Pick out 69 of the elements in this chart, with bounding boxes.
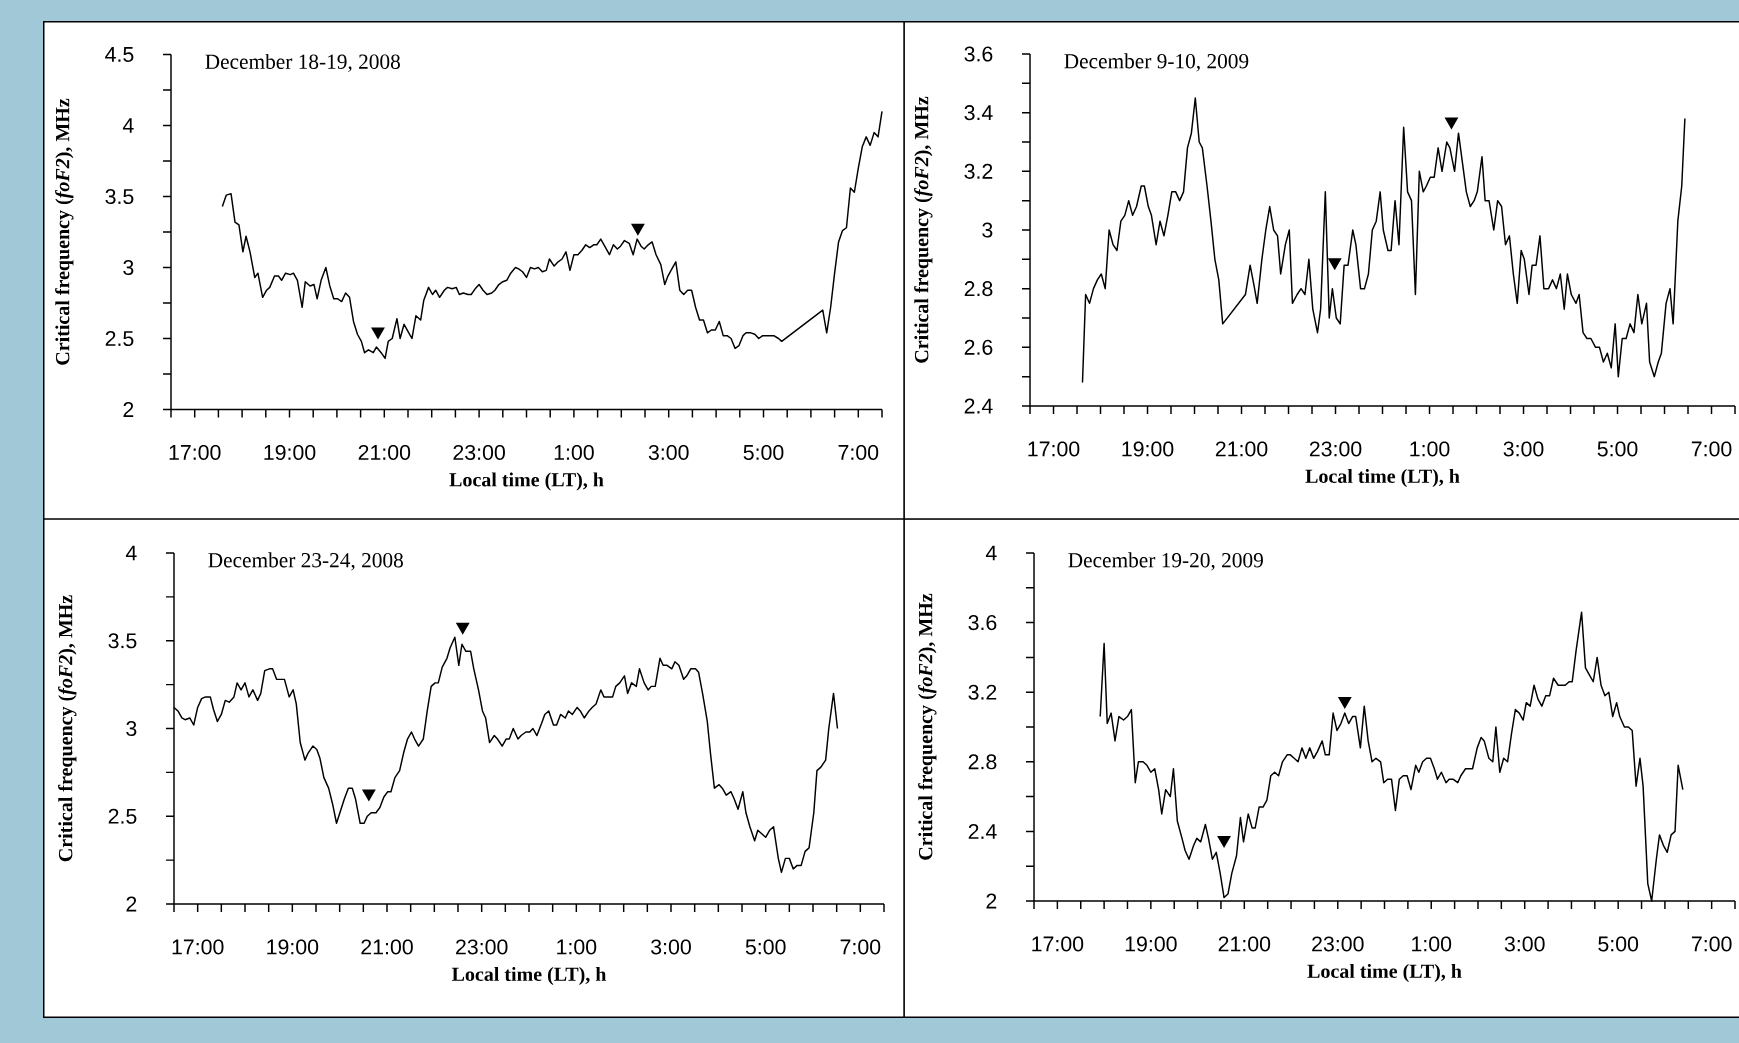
x-tick-label: 3:00 [1503,441,1544,457]
chart-title: December 23-24, 2008 [208,552,403,571]
x-tick-label: 19:00 [1122,441,1174,457]
x-tick-label: 1:00 [557,939,597,955]
x-tick-label: 21:00 [358,444,411,460]
y-tick-label: 3 [126,720,137,737]
y-tick-label: 4 [985,545,997,561]
x-axis-title: Local time (LT), h [1305,468,1460,488]
y-tick-label: 2.8 [964,281,993,297]
x-tick-label: 7:00 [840,939,881,955]
x-tick-label: 3:00 [648,444,689,460]
y-tick-label: 2.4 [964,398,993,414]
y-tick-label: 3 [982,222,993,238]
y-tick-label: 2.5 [105,330,134,347]
y-tick-label: 3.2 [968,684,997,700]
x-tick-label: 23:00 [1309,441,1362,457]
chart-title: December 19-20, 2009 [1068,552,1263,571]
y-tick-label: 2.6 [964,339,993,355]
y-tick-label: 3.2 [964,163,993,179]
line-series [1081,97,1686,384]
x-tick-label: 5:00 [1598,936,1639,952]
x-tick-label: 17:00 [1028,441,1080,457]
x-tick-label: 5:00 [745,939,786,955]
x-tick-label: 17:00 [1032,936,1084,952]
y-tick-label: 3.6 [968,615,997,631]
y-tick-label: 2 [126,896,137,912]
x-axis-title: Local time (LT), h [449,472,604,491]
x-tick-label: 17:00 [172,939,224,955]
x-tick-label: 21:00 [1218,936,1271,952]
chart-title: December 18-19, 2008 [205,53,400,72]
y-axis-title: Critical frequency (foF2), MHz [55,98,74,365]
x-tick-label: 1:00 [1410,441,1450,457]
y-tick-label: 2 [986,893,997,909]
x-tick-label: 19:00 [1125,936,1177,952]
x-tick-label: 7:00 [838,444,879,460]
x-tick-label: 21:00 [1215,441,1268,457]
x-tick-label: 1:00 [1412,936,1452,952]
x-tick-label: 21:00 [361,939,413,955]
y-tick-label: 2.5 [108,808,137,824]
x-tick-label: 1:00 [554,444,594,460]
y-tick-label: 3.5 [105,188,134,205]
y-tick-label: 3 [123,259,134,276]
y-tick-label: 3.6 [964,46,993,62]
x-tick-label: 23:00 [456,939,508,955]
chart-title: December 9-10, 2009 [1064,53,1249,72]
x-axis-title: Local time (LT), h [1307,963,1462,983]
y-tick-label: 2.8 [968,754,997,770]
y-tick-label: 4 [125,545,137,561]
x-tick-label: 23:00 [453,444,505,460]
x-tick-label: 3:00 [1504,936,1545,952]
x-tick-label: 5:00 [1597,441,1638,457]
x-axis-title: Local time (LT), h [451,966,607,986]
y-axis-title: Critical frequency (foF2), MHz [58,595,77,862]
x-tick-label: 19:00 [267,939,319,955]
y-tick-label: 4 [122,118,134,133]
y-axis-title: Critical frequency (foF2), MHz [918,593,937,860]
x-tick-label: 19:00 [264,444,316,460]
y-tick-label: 3.4 [964,105,993,121]
x-tick-label: 7:00 [1691,441,1732,457]
x-tick-label: 3:00 [651,939,691,955]
x-tick-label: 7:00 [1691,936,1732,952]
y-axis-title: Critical frequency (foF2), MHz [914,96,933,363]
x-tick-label: 23:00 [1312,936,1364,952]
x-tick-label: 5:00 [743,444,784,460]
x-tick-label: 17:00 [169,444,221,460]
y-tick-label: 2.4 [968,823,997,839]
y-tick-label: 4.5 [105,47,134,62]
y-tick-label: 3.5 [108,633,137,649]
y-tick-label: 2 [123,402,134,417]
